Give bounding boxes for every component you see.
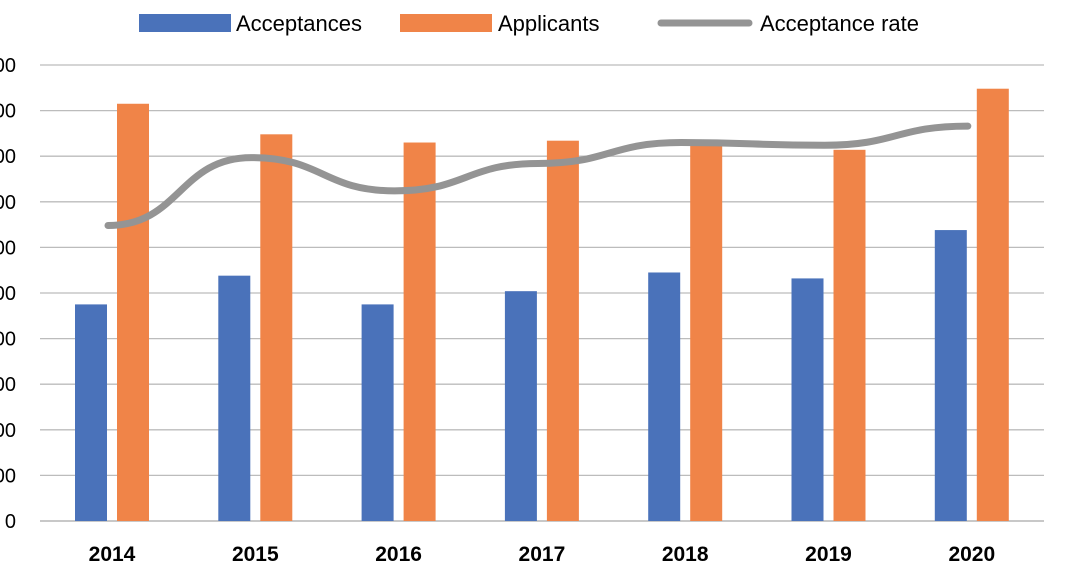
y-tick-label: 1000 xyxy=(0,420,16,442)
bar-acceptances-2018 xyxy=(648,272,681,521)
x-tick-label: 2018 xyxy=(662,543,709,566)
legend: Acceptances Applicants Acceptance rate xyxy=(139,11,919,36)
bar-acceptances-2019 xyxy=(791,278,824,521)
bar-applicants-2016 xyxy=(403,142,436,521)
y-tick-label: 2500 xyxy=(0,283,16,305)
y-tick-label: 3500 xyxy=(0,192,16,214)
bar-applicants-2019 xyxy=(833,149,866,522)
legend-swatch xyxy=(139,14,231,32)
y-tick-label: 1500 xyxy=(0,374,16,396)
legend-swatch xyxy=(400,14,492,32)
acceptance-rate-line xyxy=(104,122,972,230)
y-tick-label: 3000 xyxy=(0,237,16,259)
y-axis: 0 500 1000 1500 2000 2500 3000 3500 4000 4500 5000 xyxy=(0,55,16,533)
bar-acceptances-2014 xyxy=(75,304,107,521)
acceptance-rate-line-group xyxy=(104,122,972,230)
legend-label: Acceptance rate xyxy=(760,11,919,36)
bars xyxy=(75,88,1009,522)
y-tick-label: 0 xyxy=(5,511,16,533)
bar-acceptances-2016 xyxy=(361,304,394,521)
x-tick-label: 2020 xyxy=(948,543,995,566)
bar-applicants-2015 xyxy=(260,134,293,521)
legend-label: Acceptances xyxy=(236,11,362,36)
x-tick-label: 2017 xyxy=(519,543,566,566)
bar-applicants-2018 xyxy=(690,142,723,521)
bar-applicants-2020 xyxy=(976,88,1009,521)
x-tick-label: 2014 xyxy=(89,543,136,566)
bar-applicants-2014 xyxy=(117,103,149,521)
legend-label: Applicants xyxy=(498,11,600,36)
x-axis: 2014 2015 2016 2017 2018 2019 2020 xyxy=(89,543,996,566)
gridlines xyxy=(40,64,1044,522)
y-tick-label: 2000 xyxy=(0,329,16,351)
y-tick-label: 500 xyxy=(0,465,16,487)
bar-acceptances-2017 xyxy=(504,291,537,521)
legend-item-acceptance-rate: Acceptance rate xyxy=(657,11,919,36)
x-tick-label: 2016 xyxy=(375,543,422,566)
bar-acceptances-2020 xyxy=(934,230,967,521)
y-tick-label: 4000 xyxy=(0,146,16,168)
x-tick-label: 2015 xyxy=(232,543,279,566)
legend-item-applicants: Applicants xyxy=(400,11,600,36)
bar-acceptances-2015 xyxy=(218,275,251,521)
bar-applicants-2017 xyxy=(546,140,579,522)
y-tick-label: 5000 xyxy=(0,55,16,77)
y-tick-label: 4500 xyxy=(0,101,16,123)
x-tick-label: 2019 xyxy=(805,543,852,566)
legend-item-acceptances: Acceptances xyxy=(139,11,362,36)
